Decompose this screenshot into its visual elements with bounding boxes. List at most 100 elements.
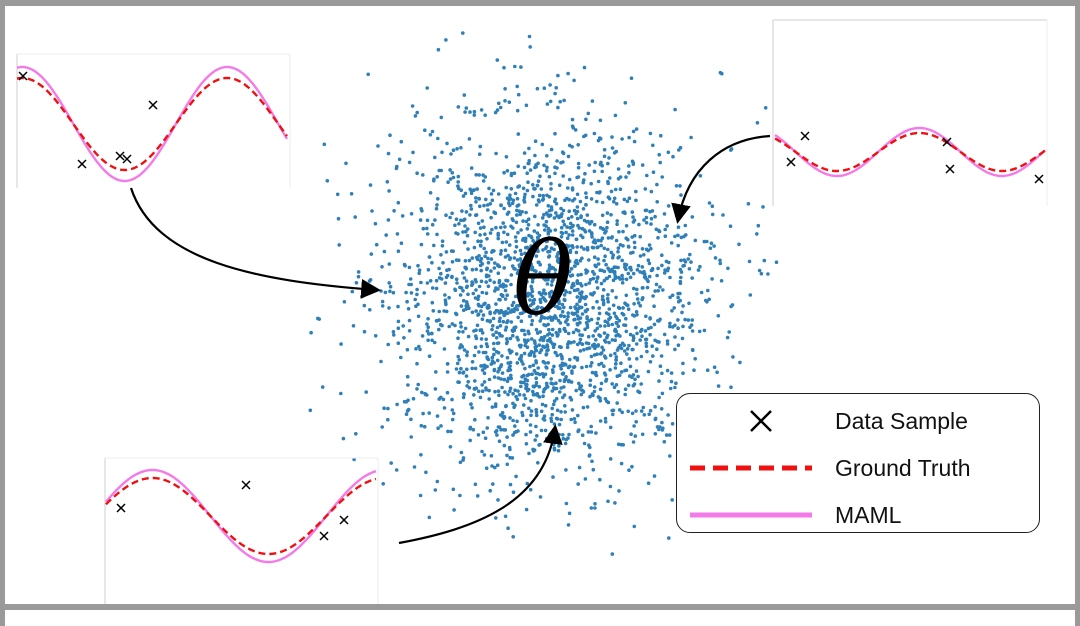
parameter-point (648, 316, 652, 320)
parameter-point (616, 324, 621, 329)
parameter-point (538, 300, 543, 305)
parameter-point (508, 386, 513, 391)
parameter-point (655, 200, 659, 204)
parameter-point (466, 334, 471, 339)
parameter-point (634, 310, 639, 314)
parameter-point (474, 288, 478, 292)
parameter-point (485, 237, 489, 241)
arrow-top-left-to-theta (129, 187, 381, 299)
parameter-point (702, 328, 707, 333)
parameter-point (499, 225, 503, 230)
parameter-point (493, 289, 497, 293)
parameter-point (582, 65, 587, 70)
parameter-point (598, 387, 603, 392)
parameter-point (532, 229, 537, 233)
parameter-point (566, 322, 570, 327)
parameter-point (590, 370, 595, 375)
parameter-point (504, 284, 508, 288)
parameter-point (510, 201, 515, 206)
parameter-point (682, 263, 686, 268)
parameter-point (479, 309, 483, 313)
task-top-left-ground-truth-curve (16, 76, 288, 172)
parameter-point (662, 271, 667, 275)
parameter-point (710, 277, 714, 281)
parameter-point (654, 282, 659, 287)
parameter-point (626, 307, 631, 312)
parameter-point (657, 229, 662, 234)
parameter-point (620, 137, 624, 141)
parameter-point (449, 429, 453, 434)
parameter-point (676, 343, 681, 348)
parameter-point (653, 338, 657, 343)
parameter-point (599, 361, 604, 366)
parameter-point (690, 276, 694, 280)
parameter-point (473, 417, 477, 422)
parameter-point (755, 232, 759, 236)
parameter-point (405, 374, 410, 379)
parameter-point (408, 277, 413, 281)
parameter-point (602, 246, 607, 251)
parameter-point (610, 267, 614, 272)
parameter-point (451, 175, 456, 180)
parameter-point (396, 200, 401, 205)
parameter-point (650, 209, 655, 213)
parameter-point (434, 370, 438, 374)
parameter-point (581, 207, 586, 211)
parameter-point (531, 363, 536, 368)
parameter-point (639, 354, 644, 359)
parameter-point (578, 337, 583, 342)
parameter-point (504, 185, 509, 190)
parameter-point (670, 422, 675, 426)
parameter-point (627, 196, 632, 200)
parameter-point (638, 304, 643, 308)
parameter-point (546, 322, 550, 327)
parameter-point (417, 271, 422, 276)
parameter-point (456, 105, 461, 109)
parameter-point (660, 175, 664, 179)
parameter-point (479, 268, 484, 273)
parameter-point (607, 340, 611, 345)
legend-label-ground-truth: Ground Truth (835, 455, 971, 481)
parameter-point (585, 269, 590, 274)
parameter-point (515, 335, 519, 340)
parameter-point (553, 272, 557, 276)
parameter-point (532, 308, 536, 312)
parameter-point (488, 202, 493, 206)
parameter-point (599, 243, 603, 248)
parameter-point (511, 333, 515, 338)
parameter-point (516, 389, 520, 393)
parameter-point (651, 294, 655, 298)
parameter-point (457, 358, 462, 362)
parameter-point (505, 462, 510, 467)
parameter-point (548, 99, 553, 104)
parameter-point (547, 291, 552, 296)
parameter-point (415, 292, 419, 297)
parameter-point (611, 408, 616, 413)
parameter-point (447, 295, 451, 300)
parameter-point (480, 290, 485, 295)
parameter-point (604, 311, 609, 315)
parameter-point (588, 277, 593, 282)
parameter-point (600, 345, 604, 350)
parameter-point (456, 336, 460, 341)
parameter-point (545, 102, 550, 106)
parameter-point (581, 180, 585, 185)
parameter-point (498, 333, 503, 338)
parameter-point (539, 348, 544, 352)
parameter-point (673, 335, 677, 339)
parameter-point (510, 303, 515, 308)
parameter-point (448, 168, 452, 172)
parameter-point (707, 297, 711, 302)
parameter-point (509, 373, 513, 378)
parameter-point (640, 265, 645, 269)
parameter-point (501, 319, 506, 324)
parameter-point (687, 267, 692, 271)
parameter-point (659, 407, 664, 411)
parameter-point (320, 385, 325, 389)
parameter-point (561, 151, 566, 156)
parameter-point (480, 383, 485, 387)
parameter-point (501, 221, 506, 225)
parameter-point (621, 443, 625, 447)
parameter-point (539, 409, 544, 414)
parameter-point (580, 256, 584, 261)
